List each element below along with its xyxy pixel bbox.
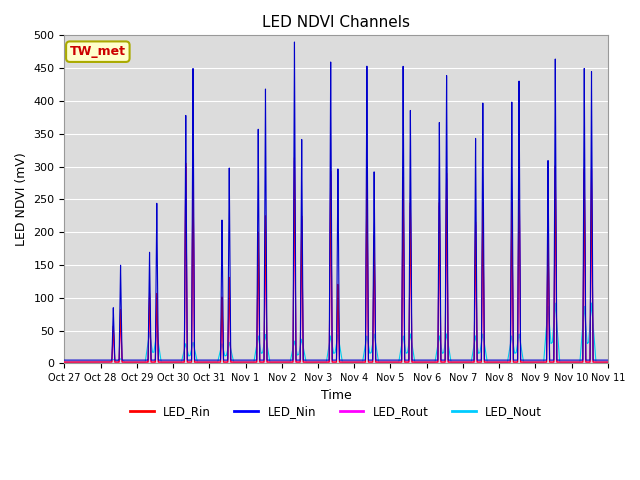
Y-axis label: LED NDVI (mV): LED NDVI (mV) [15,153,28,246]
Title: LED NDVI Channels: LED NDVI Channels [262,15,410,30]
X-axis label: Time: Time [321,389,351,402]
Legend: LED_Rin, LED_Nin, LED_Rout, LED_Nout: LED_Rin, LED_Nin, LED_Rout, LED_Nout [125,401,547,423]
Text: TW_met: TW_met [70,45,126,58]
